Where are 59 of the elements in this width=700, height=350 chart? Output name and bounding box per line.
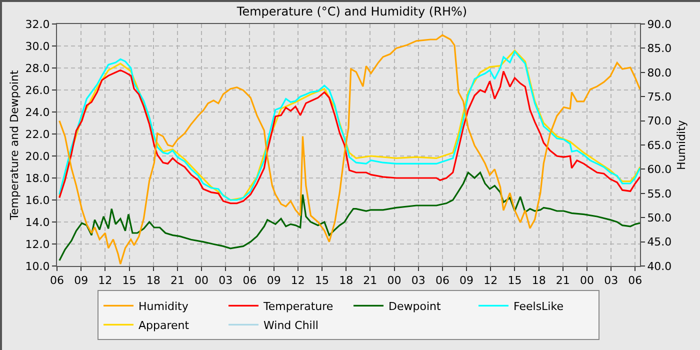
x-tick-label: 18 — [339, 274, 354, 288]
x-tick-label: 18 — [146, 274, 160, 288]
x-tick-label: 15 — [122, 274, 136, 288]
x-tick-label: 21 — [363, 274, 378, 288]
x-tick-label: 03 — [604, 274, 618, 288]
legend-label: Wind Chill — [264, 318, 318, 332]
legend-label: Temperature — [262, 300, 334, 313]
y-tick-label: 28.0 — [25, 62, 50, 75]
legend-label: Apparent — [138, 318, 190, 332]
x-tick-label: 15 — [508, 274, 522, 288]
y2-tick-label: 80.0 — [647, 66, 672, 80]
x-tick-label: 06 — [50, 274, 64, 288]
legend-label: FeelsLike — [514, 300, 564, 313]
x-tick-label: 00 — [387, 274, 402, 288]
y2-tick-label: 60.0 — [647, 163, 672, 176]
y2-tick-label: 45.0 — [647, 236, 672, 249]
x-tick-label: 03 — [218, 274, 233, 288]
y-tick-label: 10.0 — [25, 260, 50, 273]
y-tick-label: 16.0 — [25, 194, 50, 207]
y2-axis-title: Humidity — [674, 120, 688, 170]
y-tick-label: 30.0 — [25, 40, 50, 53]
legend-label: Humidity — [138, 300, 189, 313]
y-tick-label: 24.0 — [25, 106, 50, 119]
y2-tick-label: 85.0 — [647, 42, 672, 56]
x-tick-label: 09 — [266, 274, 281, 288]
y-tick-label: 18.0 — [25, 172, 50, 185]
y-tick-label: 22.0 — [25, 128, 50, 141]
y-axis-title: Temperature and Dewpoint — [8, 69, 21, 221]
legend-label: Dewpoint — [388, 300, 442, 313]
x-tick-label: 06 — [242, 274, 257, 288]
x-tick-label: 09 — [460, 274, 474, 288]
x-tick-label: 21 — [170, 274, 184, 288]
x-tick-label: 12 — [98, 274, 112, 288]
y2-tick-label: 90.0 — [647, 18, 672, 31]
y2-tick-label: 65.0 — [647, 138, 672, 152]
x-tick-label: 18 — [532, 274, 546, 288]
y-tick-label: 32.0 — [25, 18, 50, 31]
x-tick-label: 00 — [194, 274, 209, 288]
y-tick-label: 20.0 — [25, 150, 50, 163]
x-tick-label: 12 — [484, 274, 498, 288]
line-series — [58, 34, 640, 265]
x-tick-label: 00 — [580, 274, 594, 288]
line-series — [58, 172, 640, 262]
x-tick-label: 12 — [290, 274, 305, 288]
y2-tick-label: 55.0 — [647, 187, 672, 200]
x-tick-label: 06 — [628, 274, 642, 288]
y2-tick-label: 40.0 — [647, 260, 672, 273]
y2-tick-label: 50.0 — [647, 211, 672, 224]
x-tick-label: 03 — [411, 274, 426, 288]
y-tick-label: 12.0 — [25, 238, 50, 251]
x-tick-label: 09 — [74, 274, 88, 288]
y-tick-label: 14.0 — [25, 216, 50, 229]
y2-tick-label: 70.0 — [647, 114, 672, 128]
chart-title: Temperature (°C) and Humidity (RH%) — [236, 4, 468, 19]
y-tick-label: 26.0 — [25, 84, 50, 97]
x-tick-label: 21 — [556, 274, 570, 288]
y2-tick-label: 75.0 — [647, 90, 672, 104]
x-tick-label: 06 — [435, 274, 450, 288]
x-tick-label: 15 — [315, 274, 329, 288]
